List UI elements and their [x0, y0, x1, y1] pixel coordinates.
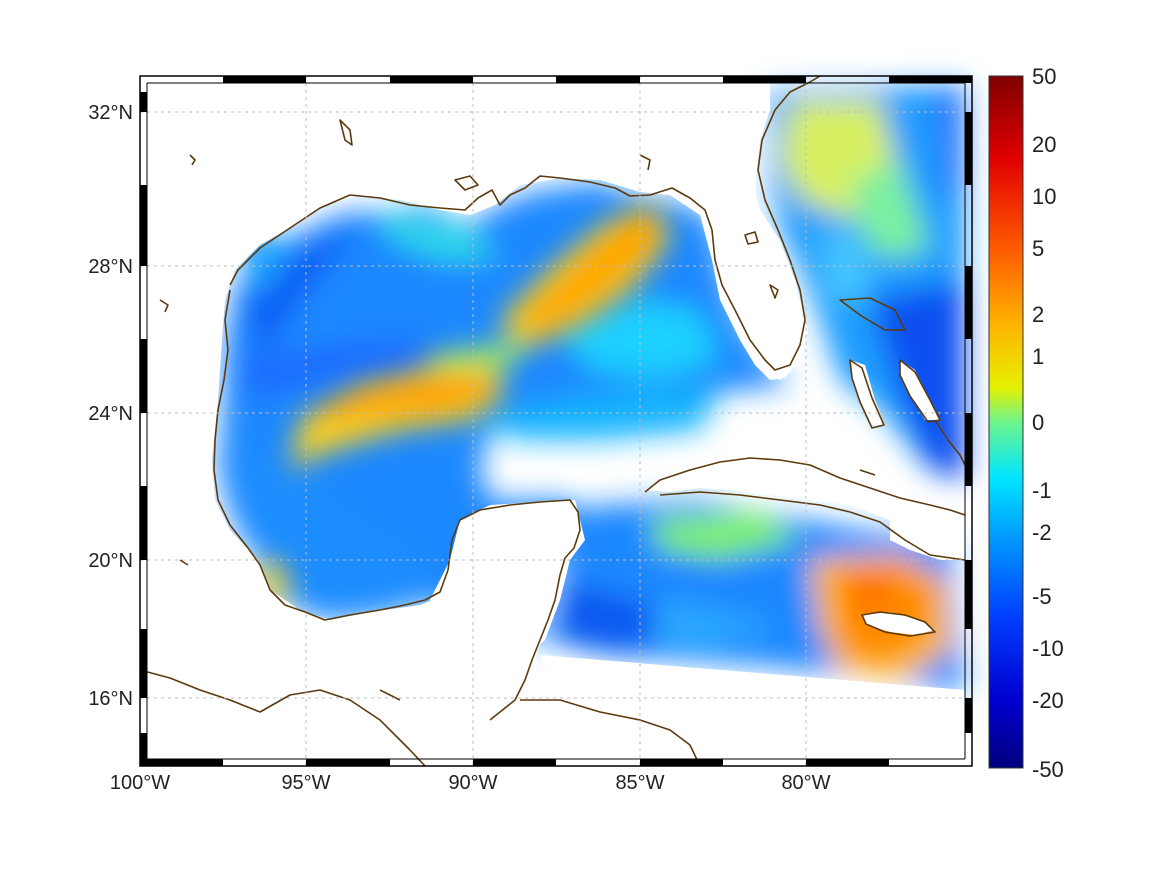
colorbar-tick-label: 0 [1032, 410, 1044, 435]
colorbar-gradient [988, 75, 1024, 769]
lat-tick-label: 32°N [88, 102, 133, 124]
colorbar-tick-label: -10 [1032, 636, 1064, 661]
colorbar-tick-label: -2 [1032, 520, 1052, 545]
data-field [218, 85, 965, 690]
colorbar-tick-label: -20 [1032, 688, 1064, 713]
lon-tick-label: 90°W [448, 772, 497, 794]
map-frame [139, 75, 973, 767]
colorbar-tick-label: -50 [1032, 757, 1064, 782]
colorbar-tick-label: 10 [1032, 184, 1056, 209]
coastline [139, 75, 966, 767]
colorbar-tick-label: 50 [1032, 64, 1056, 89]
lon-tick-label: 100°W [110, 772, 170, 794]
colorbar-tick-label: 20 [1032, 132, 1056, 157]
lon-tick-label: 95°W [281, 772, 330, 794]
lat-tick-label: 24°N [88, 403, 133, 425]
lat-tick-label: 20°N [88, 550, 133, 572]
colorbar-tick-label: 5 [1032, 236, 1044, 261]
lat-tick-label: 16°N [88, 688, 133, 710]
colorbar-tick-label: 2 [1032, 302, 1044, 327]
lat-tick-label: 28°N [88, 256, 133, 278]
lon-tick-label: 80°W [781, 772, 830, 794]
colorbar-tick-label: 1 [1032, 344, 1044, 369]
colorbar: 50 20 10 5 2 1 0 -1 -2 -5 -10 -20 -50 [988, 64, 1064, 782]
lon-axis: 100°W 95°W 90°W 85°W 80°W [110, 772, 831, 794]
graticule [140, 76, 972, 766]
colorbar-tick-label: -5 [1032, 584, 1052, 609]
colorbar-tick-label: -1 [1032, 478, 1052, 503]
lat-axis: 32°N 28°N 24°N 20°N 16°N [88, 102, 133, 710]
lon-tick-label: 85°W [615, 772, 664, 794]
